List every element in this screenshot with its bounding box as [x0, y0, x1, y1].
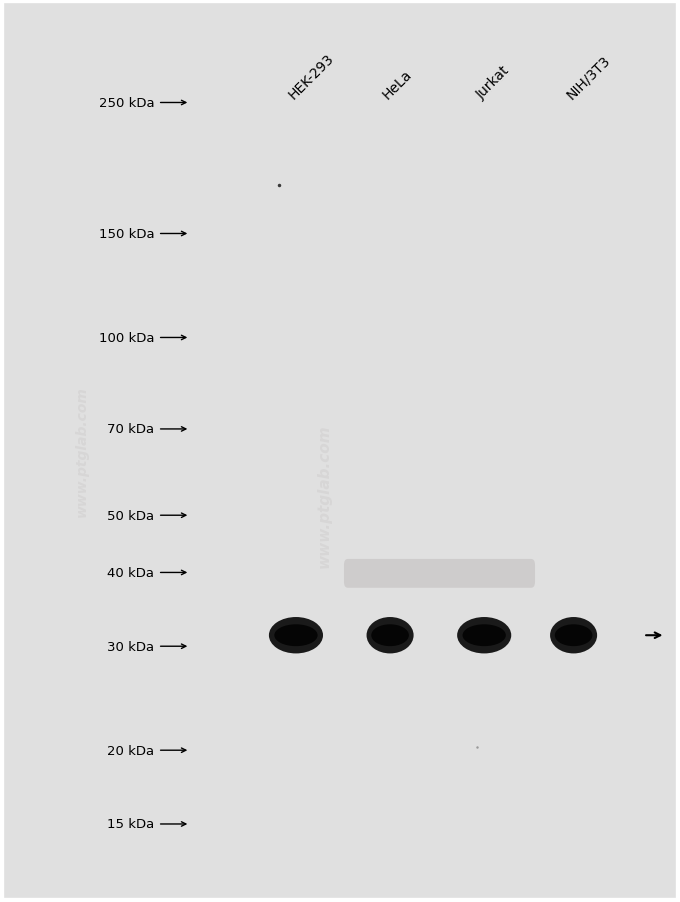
- Text: HeLa: HeLa: [380, 68, 415, 102]
- Text: 20 kDa: 20 kDa: [107, 744, 154, 757]
- Text: 50 kDa: 50 kDa: [107, 509, 154, 522]
- Text: www.ptglab.com: www.ptglab.com: [317, 424, 332, 568]
- Ellipse shape: [367, 617, 413, 654]
- Text: NIH/3T3: NIH/3T3: [564, 53, 613, 102]
- Text: Jurkat: Jurkat: [474, 64, 513, 102]
- Ellipse shape: [555, 624, 592, 647]
- Ellipse shape: [457, 617, 511, 654]
- Text: 70 kDa: 70 kDa: [107, 423, 154, 436]
- Text: 40 kDa: 40 kDa: [107, 566, 154, 579]
- Ellipse shape: [371, 624, 409, 647]
- Text: 150 kDa: 150 kDa: [99, 227, 154, 241]
- FancyBboxPatch shape: [344, 559, 535, 588]
- Ellipse shape: [462, 624, 506, 647]
- Text: 15 kDa: 15 kDa: [107, 817, 154, 831]
- Text: 100 kDa: 100 kDa: [99, 332, 154, 345]
- Ellipse shape: [274, 624, 318, 647]
- Text: www.ptglab.com: www.ptglab.com: [75, 386, 89, 516]
- Text: 30 kDa: 30 kDa: [107, 640, 154, 653]
- Text: HEK-293: HEK-293: [286, 51, 337, 102]
- Ellipse shape: [550, 617, 597, 654]
- Text: 250 kDa: 250 kDa: [99, 97, 154, 110]
- Ellipse shape: [269, 617, 323, 654]
